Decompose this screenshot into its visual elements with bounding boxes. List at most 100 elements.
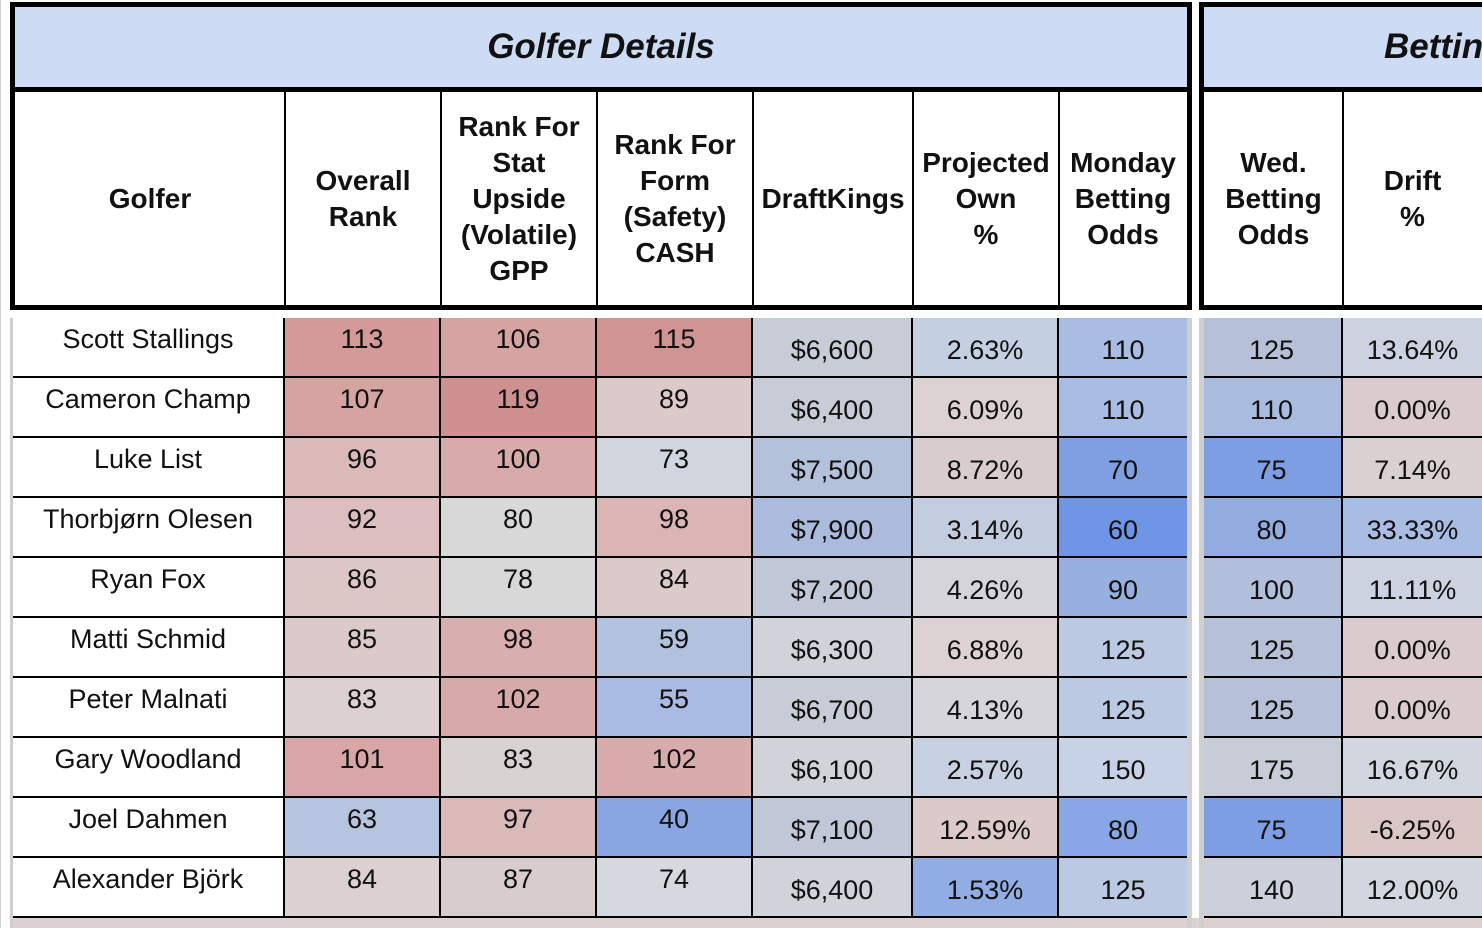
group-header-golfer-details[interactable]: Golfer Details: [10, 2, 1192, 92]
cell-monday-odds[interactable]: 90: [1059, 558, 1189, 618]
cell-overall-rank[interactable]: 92: [285, 498, 441, 558]
cell-wed-odds[interactable]: 175: [1202, 738, 1343, 798]
cell-drift[interactable]: 12.00%: [1343, 858, 1482, 918]
cell-projected-own[interactable]: 3.14%: [913, 498, 1059, 558]
column-header-draftkings[interactable]: DraftKings: [761, 182, 905, 214]
cell-draftkings[interactable]: $6,600: [753, 318, 913, 378]
cell-rank-stat-upside[interactable]: 102: [441, 678, 597, 738]
cell-rank-stat-upside[interactable]: 106: [441, 318, 597, 378]
cell-monday-odds[interactable]: 150: [1059, 738, 1189, 798]
cell-rank-stat-upside[interactable]: 100: [441, 438, 597, 498]
cell-golfer[interactable]: Luke List: [13, 438, 285, 498]
cell-rank-stat-upside[interactable]: 78: [441, 558, 597, 618]
cell-rank-form[interactable]: 74: [597, 858, 753, 918]
cell-monday-odds[interactable]: 110: [1059, 318, 1189, 378]
cell-golfer[interactable]: Peter Malnati: [13, 678, 285, 738]
cell-rank-form[interactable]: 102: [597, 738, 753, 798]
cell-projected-own[interactable]: 6.88%: [913, 618, 1059, 678]
cell-projected-own[interactable]: 2.57%: [913, 738, 1059, 798]
cell-overall-rank[interactable]: 86: [285, 558, 441, 618]
cell-golfer[interactable]: Thorbjørn Olesen: [13, 498, 285, 558]
cell-monday-odds[interactable]: 70: [1059, 438, 1189, 498]
cell-drift[interactable]: 33.33%: [1343, 498, 1482, 558]
cell-drift[interactable]: 0.00%: [1343, 378, 1482, 438]
column-header-projected-own[interactable]: Projected Own %: [922, 146, 1050, 250]
cell-monday-odds[interactable]: 60: [1059, 498, 1189, 558]
column-header-monday-odds[interactable]: Monday Betting Odds: [1070, 146, 1176, 250]
cell-drift[interactable]: 16.67%: [1343, 738, 1482, 798]
cell-draftkings[interactable]: $7,200: [753, 558, 913, 618]
cell-draftkings[interactable]: $7,100: [753, 798, 913, 858]
cell-drift[interactable]: 0.00%: [1343, 678, 1482, 738]
cell-projected-own[interactable]: 12.59%: [913, 798, 1059, 858]
cell-drift[interactable]: 0.00%: [1343, 618, 1482, 678]
cell-golfer[interactable]: Gary Woodland: [13, 738, 285, 798]
cell-wed-odds[interactable]: 125: [1202, 678, 1343, 738]
cell-overall-rank[interactable]: 85: [285, 618, 441, 678]
cell-projected-own[interactable]: 4.13%: [913, 678, 1059, 738]
cell-projected-own[interactable]: 2.63%: [913, 318, 1059, 378]
cell-projected-own[interactable]: 8.72%: [913, 438, 1059, 498]
cell-rank-form[interactable]: 98: [597, 498, 753, 558]
cell-drift[interactable]: 13.64%: [1343, 318, 1482, 378]
cell-wed-odds[interactable]: 125: [1202, 618, 1343, 678]
cell-rank-stat-upside[interactable]: 87: [441, 858, 597, 918]
cell-draftkings[interactable]: $7,500: [753, 438, 913, 498]
cell-drift[interactable]: 11.11%: [1343, 558, 1482, 618]
cell-wed-odds[interactable]: 75: [1202, 438, 1343, 498]
cell-draftkings[interactable]: $6,700: [753, 678, 913, 738]
column-header-rank-stat-upside[interactable]: Rank For Stat Upside (Volatile) GPP: [458, 110, 580, 286]
cell-golfer[interactable]: Joel Dahmen: [13, 798, 285, 858]
cell-monday-odds[interactable]: 125: [1059, 678, 1189, 738]
cell-rank-stat-upside[interactable]: 83: [441, 738, 597, 798]
cell-wed-odds[interactable]: 100: [1202, 558, 1343, 618]
cell-overall-rank[interactable]: 83: [285, 678, 441, 738]
cell-overall-rank[interactable]: 101: [285, 738, 441, 798]
cell-draftkings[interactable]: $6,300: [753, 618, 913, 678]
cell-drift[interactable]: -6.25%: [1343, 798, 1482, 858]
cell-overall-rank[interactable]: 107: [285, 378, 441, 438]
cell-monday-odds[interactable]: 125: [1059, 618, 1189, 678]
cell-wed-odds[interactable]: 80: [1202, 498, 1343, 558]
cell-projected-own[interactable]: 4.26%: [913, 558, 1059, 618]
cell-draftkings[interactable]: $6,400: [753, 858, 913, 918]
cell-wed-odds[interactable]: 75: [1202, 798, 1343, 858]
cell-drift[interactable]: 7.14%: [1343, 438, 1482, 498]
cell-rank-stat-upside[interactable]: 119: [441, 378, 597, 438]
cell-wed-odds[interactable]: 110: [1202, 378, 1343, 438]
cell-overall-rank[interactable]: 113: [285, 318, 441, 378]
cell-rank-stat-upside[interactable]: 98: [441, 618, 597, 678]
cell-monday-odds[interactable]: 125: [1059, 858, 1189, 918]
cell-wed-odds[interactable]: 140: [1202, 858, 1343, 918]
cell-rank-form[interactable]: 84: [597, 558, 753, 618]
cell-wed-odds[interactable]: 125: [1202, 318, 1343, 378]
cell-overall-rank[interactable]: 63: [285, 798, 441, 858]
cell-rank-stat-upside[interactable]: 97: [441, 798, 597, 858]
cell-monday-odds[interactable]: 80: [1059, 798, 1189, 858]
cell-draftkings[interactable]: $6,100: [753, 738, 913, 798]
column-header-rank-form[interactable]: Rank For Form (Safety) CASH: [614, 128, 736, 268]
cell-rank-form[interactable]: 89: [597, 378, 753, 438]
cell-golfer[interactable]: Cameron Champ: [13, 378, 285, 438]
cell-rank-form[interactable]: 73: [597, 438, 753, 498]
cell-projected-own[interactable]: 6.09%: [913, 378, 1059, 438]
cell-overall-rank[interactable]: 96: [285, 438, 441, 498]
column-header-wed-odds[interactable]: Wed. Betting Odds: [1225, 146, 1322, 250]
cell-rank-form[interactable]: 40: [597, 798, 753, 858]
cell-golfer[interactable]: Alexander Björk: [13, 858, 285, 918]
cell-golfer[interactable]: Matti Schmid: [13, 618, 285, 678]
column-header-overall-rank[interactable]: Overall Rank: [315, 164, 411, 232]
group-header-betting[interactable]: Betting: [1199, 2, 1482, 92]
cell-golfer[interactable]: Scott Stallings: [13, 318, 285, 378]
cell-rank-form[interactable]: 55: [597, 678, 753, 738]
cell-golfer[interactable]: Ryan Fox: [13, 558, 285, 618]
column-header-golfer[interactable]: Golfer: [108, 182, 192, 214]
column-header-drift[interactable]: Drift %: [1383, 164, 1442, 232]
cell-projected-own[interactable]: 1.53%: [913, 858, 1059, 918]
cell-draftkings[interactable]: $6,400: [753, 378, 913, 438]
cell-monday-odds[interactable]: 110: [1059, 378, 1189, 438]
cell-rank-form[interactable]: 115: [597, 318, 753, 378]
cell-overall-rank[interactable]: 84: [285, 858, 441, 918]
cell-draftkings[interactable]: $7,900: [753, 498, 913, 558]
cell-rank-stat-upside[interactable]: 80: [441, 498, 597, 558]
